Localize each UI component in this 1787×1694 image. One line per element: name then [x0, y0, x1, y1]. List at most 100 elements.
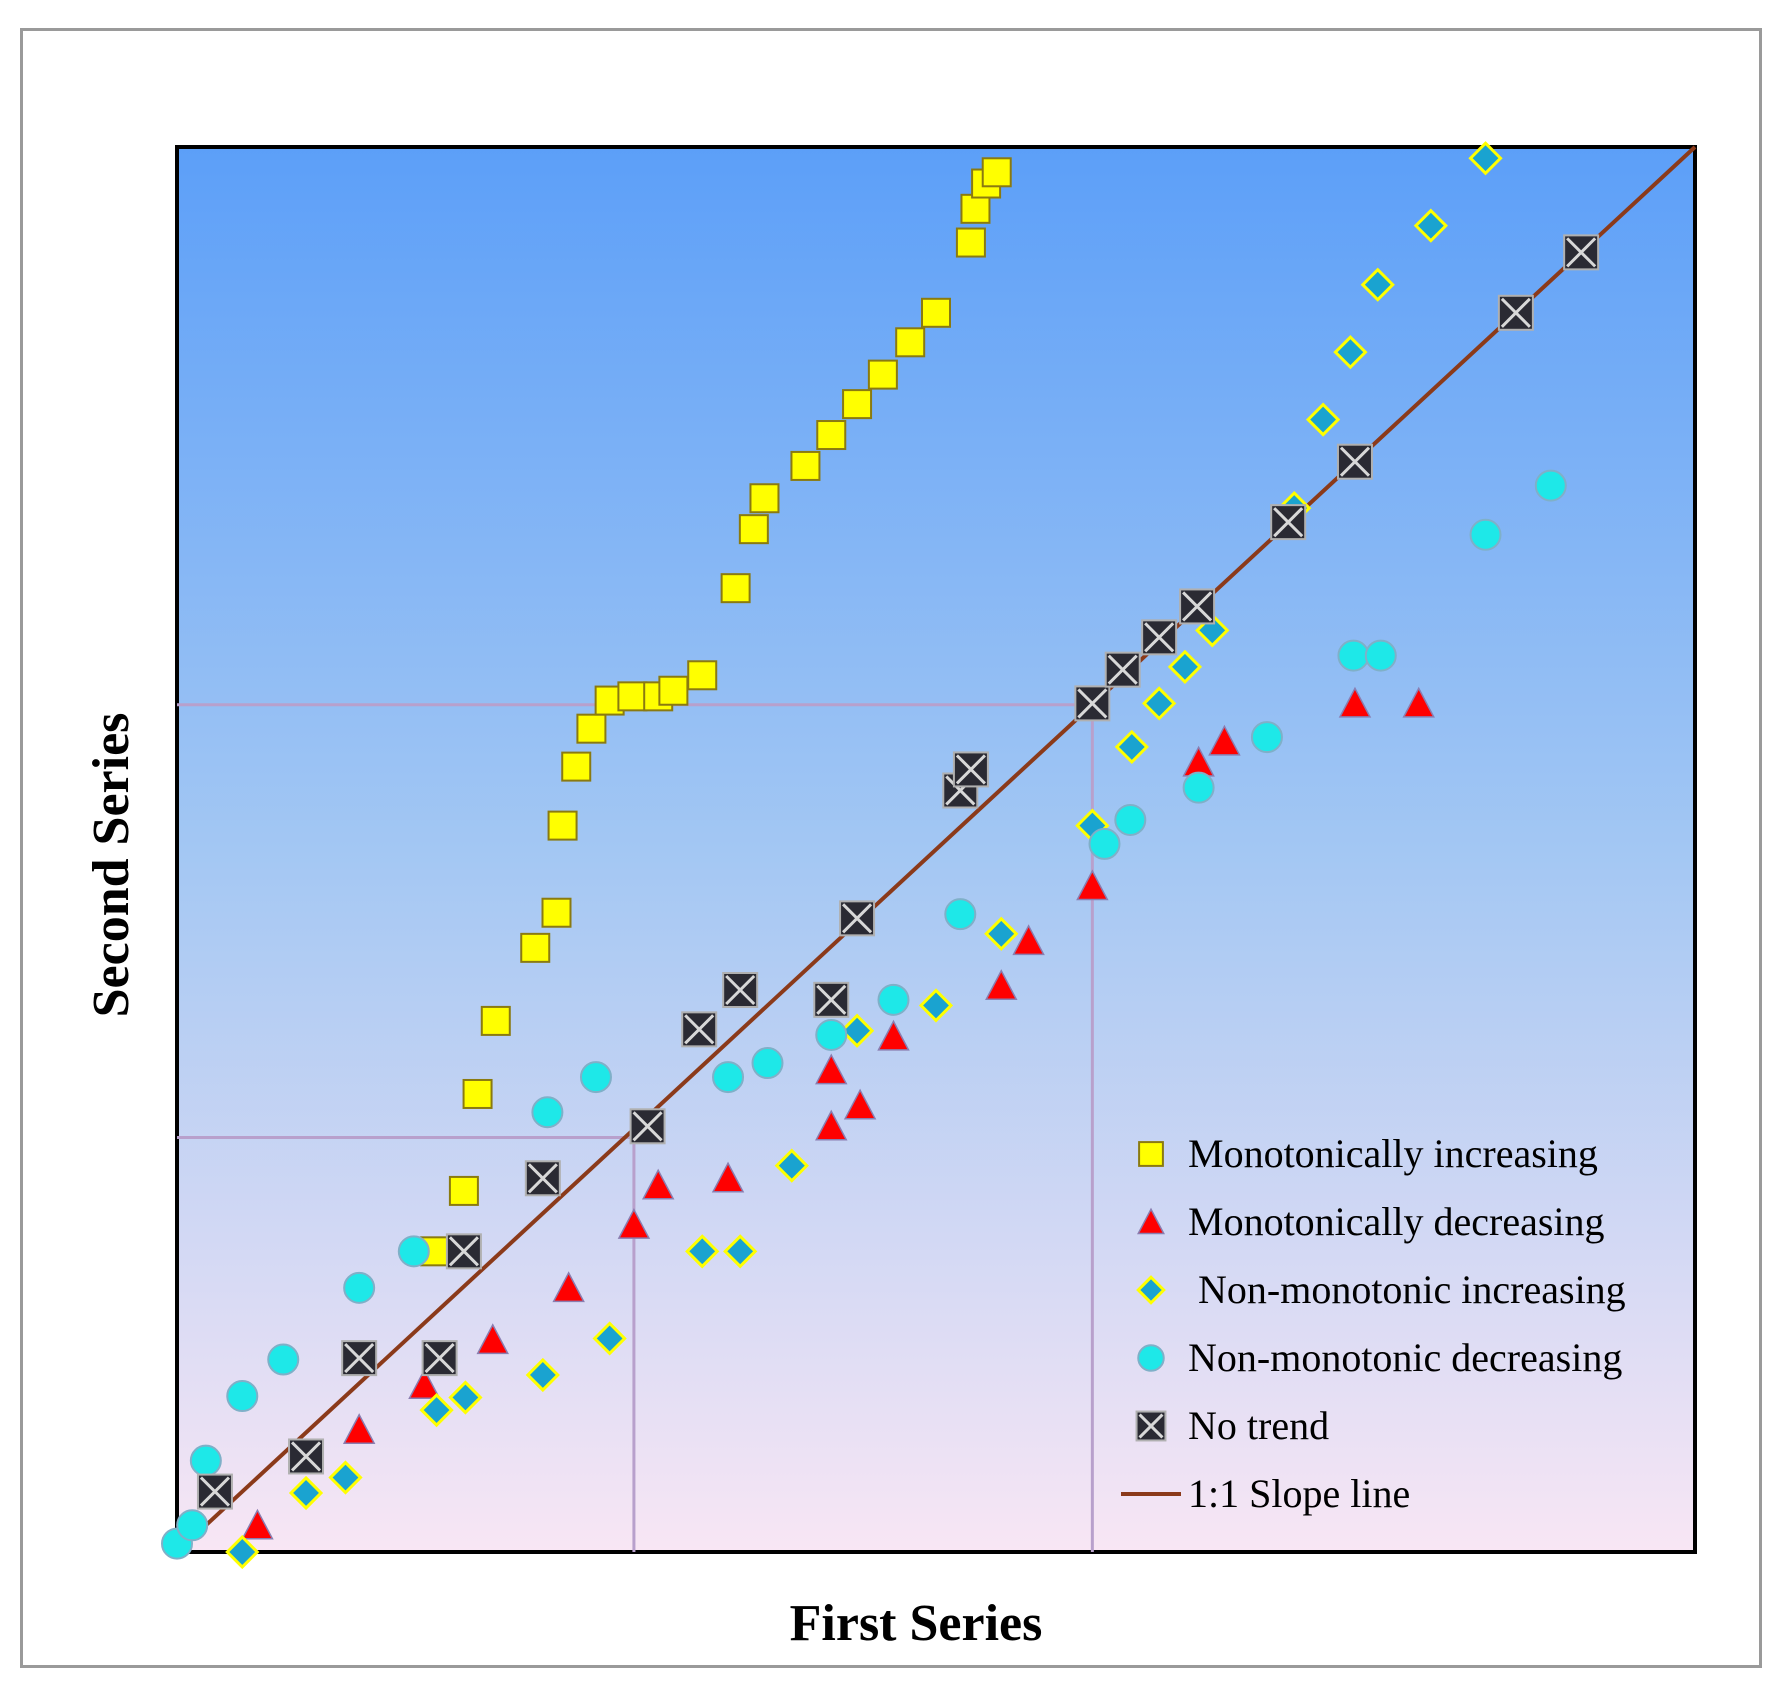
data-point — [1413, 208, 1448, 243]
data-point — [448, 1175, 479, 1206]
x-axis-title: First Series — [790, 1595, 1043, 1652]
legend-swatch — [1137, 1344, 1165, 1372]
legend-item: Monotonically increasing — [1138, 1131, 1598, 1176]
data-point — [445, 1233, 482, 1270]
data-point — [895, 327, 926, 358]
data-point — [1497, 294, 1534, 331]
series-circle — [161, 469, 1567, 1560]
series-triangle — [241, 686, 1435, 1540]
legend-label: Monotonically increasing — [1188, 1131, 1598, 1176]
data-point — [681, 1011, 718, 1048]
data-point — [480, 1005, 511, 1036]
slope-line-layer — [175, 145, 1697, 1554]
data-point — [658, 675, 689, 706]
data-point — [1182, 771, 1215, 804]
data-point — [552, 1271, 585, 1303]
data-point — [397, 1235, 430, 1268]
data-point — [1074, 685, 1111, 722]
slope-line — [175, 145, 1697, 1554]
data-point — [448, 1380, 483, 1415]
data-point — [1305, 402, 1341, 437]
data-point — [877, 983, 910, 1016]
data-point — [751, 1047, 784, 1080]
legend-label: Non-monotonic decreasing — [1188, 1335, 1622, 1380]
data-point — [579, 1061, 612, 1094]
legend-label: Monotonically decreasing — [1188, 1199, 1605, 1244]
legend-item: No trend — [1135, 1403, 1329, 1448]
data-point — [1114, 803, 1147, 836]
data-point — [267, 1343, 300, 1376]
data-point — [617, 681, 648, 712]
data-point — [547, 810, 578, 841]
data-point — [960, 193, 991, 224]
data-point — [839, 1013, 875, 1048]
data-point — [341, 1340, 378, 1377]
data-point — [328, 1460, 363, 1495]
legend-item: Non-monotonic increasing — [1136, 1267, 1626, 1312]
data-points — [161, 141, 1600, 1570]
data-point — [476, 1323, 509, 1355]
legend: Monotonically increasing Monotonically de… — [1121, 1131, 1626, 1516]
data-point — [839, 900, 876, 937]
data-point — [984, 916, 1019, 951]
data-point — [1088, 827, 1121, 860]
data-point — [629, 1108, 666, 1145]
data-point — [189, 1444, 222, 1477]
data-point — [1076, 869, 1109, 901]
data-point — [226, 1380, 259, 1413]
data-point — [843, 1088, 877, 1120]
data-point — [342, 1413, 376, 1445]
legend-label: Non-monotonic increasing — [1188, 1267, 1626, 1312]
data-point — [1364, 639, 1397, 672]
data-point — [408, 1368, 441, 1400]
data-point — [1534, 469, 1567, 502]
data-point — [225, 1534, 260, 1570]
data-point — [617, 1208, 651, 1239]
series-boxx — [196, 234, 1600, 1510]
data-point — [711, 1161, 745, 1193]
data-point — [981, 157, 1012, 188]
data-point — [176, 1509, 209, 1542]
data-point — [921, 297, 951, 328]
data-point — [1402, 686, 1435, 718]
legend-swatch — [1135, 1410, 1167, 1442]
data-point — [1469, 518, 1502, 551]
data-point — [1142, 686, 1177, 721]
data-point — [790, 450, 821, 481]
data-point — [1270, 504, 1307, 541]
data-point — [241, 1508, 274, 1540]
data-point — [525, 1357, 560, 1393]
data-point — [815, 1109, 848, 1141]
data-point — [720, 573, 751, 604]
data-point — [576, 713, 607, 744]
data-point — [1114, 729, 1149, 765]
data-point — [985, 969, 1018, 1001]
data-point — [1336, 443, 1373, 480]
data-point — [1360, 267, 1395, 302]
legend-label: 1:1 Slope line — [1188, 1471, 1410, 1516]
data-point — [520, 932, 551, 963]
data-point — [918, 988, 954, 1023]
y-axis-title: Second Series — [83, 713, 140, 1018]
data-point — [462, 1078, 493, 1109]
data-point — [1468, 141, 1503, 176]
data-point — [421, 1340, 458, 1377]
data-point — [561, 751, 592, 782]
legend-swatch — [1136, 1275, 1166, 1305]
data-point — [1338, 686, 1372, 718]
data-point — [1250, 721, 1283, 754]
data-point — [541, 897, 572, 928]
data-point — [288, 1438, 325, 1475]
data-point — [1167, 649, 1203, 684]
data-point — [343, 1271, 376, 1304]
data-point — [419, 1392, 454, 1428]
data-point — [1333, 335, 1368, 370]
data-point — [685, 1234, 720, 1269]
data-point — [288, 1475, 324, 1511]
legend-item: Monotonically decreasing — [1137, 1199, 1605, 1244]
legend-item: Non-monotonic decreasing — [1137, 1335, 1622, 1380]
data-point — [944, 898, 977, 931]
data-point — [955, 227, 986, 258]
data-point — [816, 420, 847, 451]
